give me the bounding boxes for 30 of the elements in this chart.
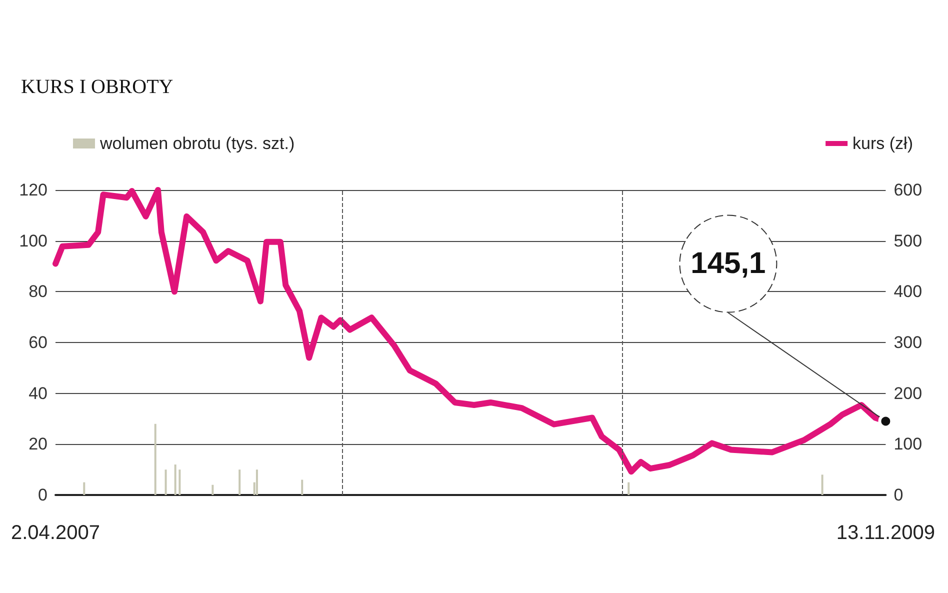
y-tick-label: 80: [28, 282, 48, 302]
y2-tick-label: 300: [894, 333, 922, 352]
legend-label: kurs (zł): [852, 134, 914, 153]
bar: [238, 470, 241, 495]
y-tick-label: 20: [28, 434, 48, 454]
x-tick-label: 2.04.2007: [10, 522, 100, 544]
bar: [83, 482, 86, 495]
bar: [628, 482, 630, 495]
y2-tick-label: 200: [894, 384, 922, 403]
chart-title: KURS I OBROTY: [21, 76, 174, 98]
legend-label: wolumen obrotu (tys. szt.): [99, 134, 295, 153]
bar: [178, 470, 181, 495]
data-label: 145,1: [690, 247, 766, 280]
y-tick-label: 0: [38, 486, 48, 504]
bar: [154, 424, 156, 495]
y-tick-label: 40: [28, 384, 48, 403]
y2-tick-label: 600: [894, 180, 922, 200]
y2-tick-label: 500: [894, 231, 922, 250]
bar: [821, 474, 824, 495]
x-tick-label: 13.11.2009: [836, 522, 936, 544]
y-tick-label: 100: [19, 231, 48, 250]
y-tick-label: 60: [28, 333, 48, 352]
y2-tick-label: 0: [894, 486, 904, 504]
bar: [301, 480, 304, 495]
y-tick-label: 120: [19, 180, 48, 200]
bar: [174, 464, 176, 495]
y2-tick-label: 100: [894, 434, 922, 454]
bar: [212, 484, 214, 495]
bar: [164, 470, 167, 495]
y2-tick-label: 400: [894, 282, 922, 302]
